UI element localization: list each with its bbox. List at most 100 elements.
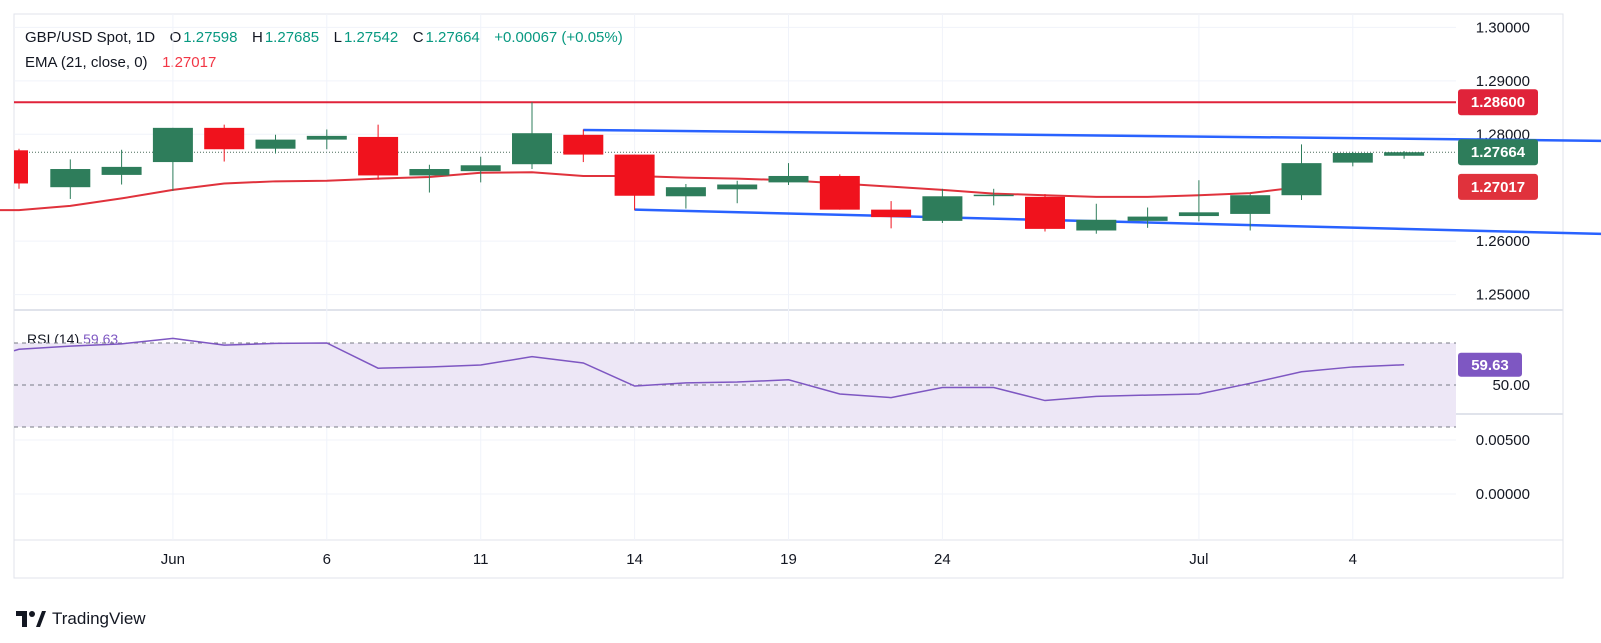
low-label: L — [333, 29, 342, 46]
candle-body — [512, 133, 552, 165]
symbol-title: GBP/USD Spot, 1D — [25, 29, 156, 46]
open-value: 1.27598 — [183, 29, 238, 46]
candle-body — [1025, 196, 1065, 229]
time-tick-label: 6 — [323, 551, 331, 568]
ema-label: EMA (21, close, 0) — [25, 54, 148, 71]
candle — [460, 156, 501, 183]
candle — [358, 124, 399, 180]
channel-upper-line — [583, 128, 1601, 143]
ema-value: 1.27017 — [162, 54, 217, 71]
candle — [665, 183, 706, 209]
rsi-tick-label: 50.00 — [1492, 377, 1530, 394]
candle-body — [460, 165, 501, 172]
candle-body — [1332, 152, 1373, 163]
candle-body — [50, 169, 91, 188]
header-line-2: EMA (21, close, 0) 1.27017 — [25, 54, 218, 71]
candle-body — [1281, 163, 1322, 196]
candle-body — [563, 134, 604, 155]
candle — [512, 102, 552, 170]
candle — [563, 129, 604, 163]
candle-body — [409, 169, 450, 176]
candle-body — [922, 196, 963, 221]
low-value: 1.27542 — [343, 29, 399, 46]
candle-body — [358, 136, 399, 176]
candle — [1025, 194, 1065, 232]
candle — [14, 148, 28, 189]
time-tick-label: 4 — [1349, 551, 1357, 568]
candle — [973, 188, 1014, 206]
candle-body — [973, 194, 1014, 197]
candle — [871, 201, 912, 229]
last-price-badge-bg — [1458, 139, 1538, 166]
tradingview-brand[interactable]: TradingView — [16, 609, 146, 629]
candle-body — [871, 209, 912, 218]
candle — [50, 159, 91, 199]
open-label: O — [169, 29, 182, 46]
candle — [1384, 151, 1425, 159]
candle-body — [614, 154, 655, 196]
candle-body — [1076, 219, 1117, 231]
candle — [614, 154, 655, 211]
candle-body — [101, 166, 142, 175]
high-label: H — [252, 29, 263, 46]
last-price-badge-text: 1.27664 — [1471, 144, 1526, 161]
candle — [255, 134, 296, 154]
lower-pane-tick-label: 0.00500 — [1476, 432, 1530, 449]
close-label: C — [412, 29, 424, 46]
candle-body — [1127, 216, 1168, 221]
candle — [1178, 180, 1219, 222]
candle — [1230, 194, 1271, 231]
candle-body — [717, 184, 758, 190]
candle-body — [665, 187, 706, 197]
rsi-line — [13, 337, 1405, 402]
time-tick-label: 14 — [626, 551, 643, 568]
candle — [409, 164, 450, 193]
candle-body — [1178, 212, 1219, 217]
brand-name: TradingView — [52, 609, 146, 628]
candle — [819, 174, 860, 210]
ema-badge-text: 1.27017 — [1471, 179, 1525, 196]
candle — [1076, 203, 1117, 234]
candle-body — [204, 127, 245, 150]
candle-body — [768, 175, 809, 183]
rsi-badge: 59.63 — [1458, 352, 1522, 377]
price-tick-label: 1.29000 — [1476, 73, 1530, 90]
time-tick-label: 24 — [934, 551, 951, 568]
price-tick-label: 1.25000 — [1476, 287, 1530, 304]
candle — [204, 124, 245, 162]
time-tick-label: 19 — [780, 551, 797, 568]
candle — [1281, 144, 1322, 201]
candle — [922, 188, 963, 224]
price-tick-label: 1.26000 — [1476, 233, 1530, 250]
high-value: 1.27685 — [264, 29, 320, 46]
close-value: 1.27664 — [425, 29, 480, 46]
rsi-badge-bg — [1458, 352, 1522, 377]
rsi-badge-text: 59.63 — [1471, 357, 1509, 374]
time-tick-label: Jun — [161, 551, 185, 568]
tradingview-logo-icon — [16, 611, 46, 627]
candle — [152, 127, 193, 191]
candle — [306, 129, 347, 150]
candle — [717, 180, 758, 204]
ema-badge: 1.27017 — [1458, 173, 1538, 200]
candle-body — [255, 139, 296, 149]
candle — [1332, 151, 1373, 167]
candle — [768, 163, 809, 186]
candle-body — [1230, 195, 1271, 214]
resistance-badge: 1.28600 — [1458, 89, 1538, 116]
time-tick-label: 11 — [473, 551, 489, 568]
lower-pane-tick-label: 0.00000 — [1476, 486, 1530, 503]
channel-lower-line — [634, 208, 1601, 236]
time-tick-label: Jul — [1189, 551, 1208, 568]
candle-body — [152, 127, 193, 163]
candle-body — [819, 175, 860, 210]
last-price-badge: 1.27664 — [1458, 139, 1538, 166]
candle-body — [306, 135, 347, 140]
header-line-1: GBP/USD Spot, 1D O 1.27598 H 1.27685 L 1.27… — [25, 29, 625, 46]
ema-badge-bg — [1458, 173, 1538, 200]
candle — [101, 149, 142, 185]
candle-body — [14, 150, 28, 184]
candle-body — [1384, 152, 1425, 156]
resistance-badge-text: 1.28600 — [1471, 94, 1525, 111]
